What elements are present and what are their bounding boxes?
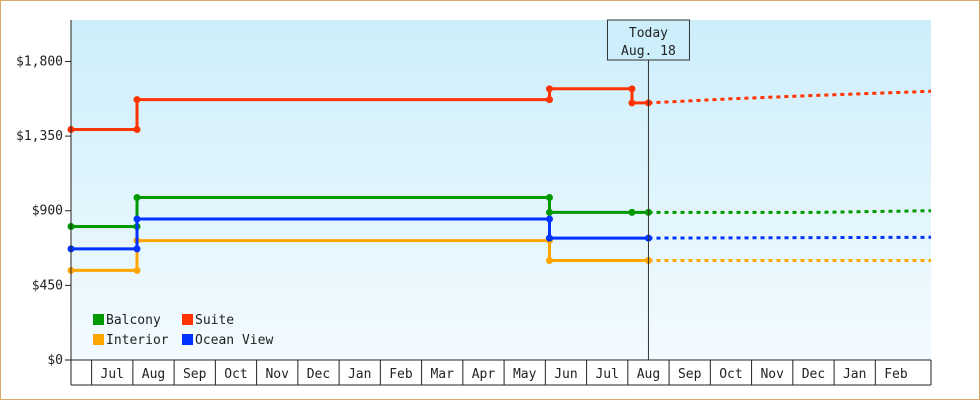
series-point-1-6[interactable]	[628, 99, 636, 107]
series-line-2	[71, 239, 649, 272]
series-point-0-3[interactable]	[545, 193, 553, 201]
x-tick-label-17: Dec	[802, 367, 825, 382]
today-marker: Today Aug. 18	[606, 19, 690, 360]
x-tick-label-10: May	[513, 367, 537, 382]
legend-swatch-3	[182, 334, 193, 345]
axes: $0 $450 $900 $1,350 $1,800 Jul Aug Sep Oct Nov Dec…	[16, 20, 932, 386]
series-point-1-3[interactable]	[545, 96, 553, 104]
legend-swatch-1	[182, 314, 193, 325]
forecast-layer	[648, 89, 932, 262]
series-point-2-1[interactable]	[133, 266, 141, 274]
plot-area	[71, 20, 931, 360]
x-tick-label-0: Jul	[101, 367, 124, 382]
today-date-label: Aug. 18	[621, 44, 676, 59]
x-tick-label-11: Jun	[554, 367, 577, 382]
forecast-line-1	[648, 89, 932, 105]
forecast-line-0	[648, 209, 932, 214]
legend-swatch-2	[93, 334, 104, 345]
x-tick-label-9: Apr	[472, 367, 496, 382]
y-tick-label-1: $450	[32, 278, 63, 293]
series-point-3-1[interactable]	[133, 245, 141, 253]
x-tick-label-16: Nov	[760, 367, 784, 382]
x-tick-label-14: Sep	[678, 367, 702, 382]
series-point-0-5[interactable]	[628, 208, 636, 216]
series-point-0-2[interactable]	[133, 193, 141, 201]
x-tick-label-13: Aug	[637, 367, 660, 382]
legend-label-3: Ocean View	[195, 333, 273, 348]
legend-label-0: Balcony	[106, 313, 161, 328]
series-point-1-1[interactable]	[133, 125, 141, 133]
legend-label-1: Suite	[195, 313, 234, 328]
x-tick-label-5: Dec	[307, 367, 330, 382]
x-tick-label-19: Feb	[884, 367, 908, 382]
legend-swatch-0	[93, 314, 104, 325]
y-tick-label-3: $1,350	[16, 129, 63, 144]
series-point-2-4[interactable]	[545, 256, 553, 264]
x-tick-label-7: Feb	[389, 367, 413, 382]
today-label-box	[606, 19, 690, 61]
series-line-3	[71, 217, 649, 251]
x-tick-label-12: Jul	[595, 367, 618, 382]
x-tick-label-6: Jan	[348, 367, 371, 382]
y-tick-label-4: $1,800	[16, 54, 63, 69]
series-point-1-2[interactable]	[133, 96, 141, 104]
y-tick-label-2: $900	[32, 204, 63, 219]
series-layer	[67, 85, 652, 274]
series-point-3-2[interactable]	[133, 215, 141, 223]
x-tick-label-8: Mar	[430, 367, 454, 382]
series-point-3-3[interactable]	[545, 215, 553, 223]
x-tick-label-15: Oct	[719, 367, 742, 382]
forecast-line-3	[648, 235, 932, 240]
legend: Balcony Suite Interior Ocean View	[93, 313, 273, 348]
x-tick-label-1: Aug	[142, 367, 165, 382]
today-label: Today	[629, 26, 668, 41]
x-tick-label-4: Nov	[265, 367, 289, 382]
x-tick-label-3: Oct	[224, 367, 247, 382]
series-point-3-4[interactable]	[545, 234, 553, 242]
legend-label-2: Interior	[106, 333, 169, 348]
series-point-1-4[interactable]	[545, 85, 553, 93]
x-tick-label-18: Jan	[843, 367, 866, 382]
x-tick-label-2: Sep	[183, 367, 207, 382]
series-point-0-4[interactable]	[545, 208, 553, 216]
series-point-1-5[interactable]	[628, 85, 636, 93]
y-tick-label-0: $0	[47, 353, 63, 368]
